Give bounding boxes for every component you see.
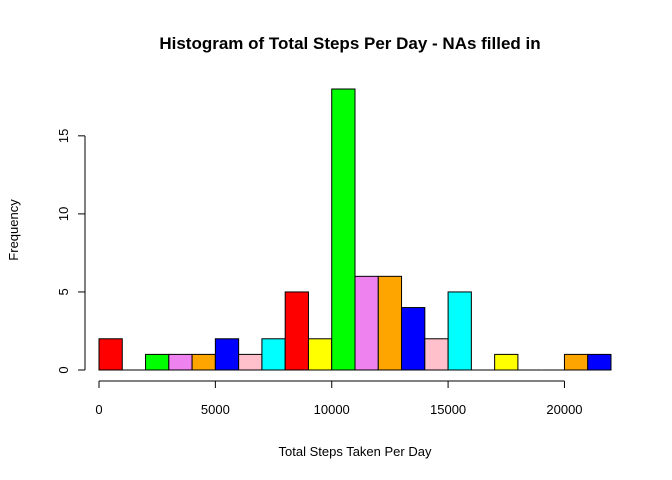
x-tick-label: 15000	[430, 402, 466, 417]
histogram-bar	[145, 353, 170, 371]
y-axis: 0 5 10 15	[56, 129, 86, 374]
histogram-bar	[331, 88, 356, 371]
histogram-bar	[307, 338, 333, 371]
histogram-bar	[494, 353, 519, 371]
histogram-bar	[261, 338, 286, 371]
x-axis: 0 5000 10000 15000 20000	[95, 380, 583, 417]
x-axis-label: Total Steps Taken Per Day	[279, 444, 432, 459]
histogram-bar	[238, 353, 263, 371]
chart-title: Histogram of Total Steps Per Day - NAs f…	[159, 34, 540, 53]
y-axis-label: Frequency	[6, 199, 21, 261]
y-tick-label: 15	[56, 129, 71, 143]
histogram-bar	[168, 353, 193, 371]
histogram-bar	[587, 353, 612, 371]
y-tick-label: 0	[56, 366, 71, 373]
histogram-bar	[563, 353, 589, 371]
x-tick-label: 0	[95, 402, 102, 417]
histogram-bar	[377, 275, 403, 371]
bars-group	[98, 88, 612, 371]
y-tick-label: 10	[56, 207, 71, 221]
x-tick-label: 10000	[314, 402, 350, 417]
histogram-bar	[447, 291, 472, 371]
x-tick-label: 5000	[201, 402, 230, 417]
x-tick-label: 20000	[546, 402, 582, 417]
histogram-bar	[98, 338, 123, 371]
histogram-bar	[401, 307, 426, 371]
histogram-bar	[284, 291, 309, 371]
histogram-bar	[214, 338, 240, 371]
histogram-bar	[191, 353, 216, 371]
histogram-bar	[354, 275, 379, 371]
y-tick-label: 5	[56, 288, 71, 295]
histogram-bar	[424, 338, 449, 371]
